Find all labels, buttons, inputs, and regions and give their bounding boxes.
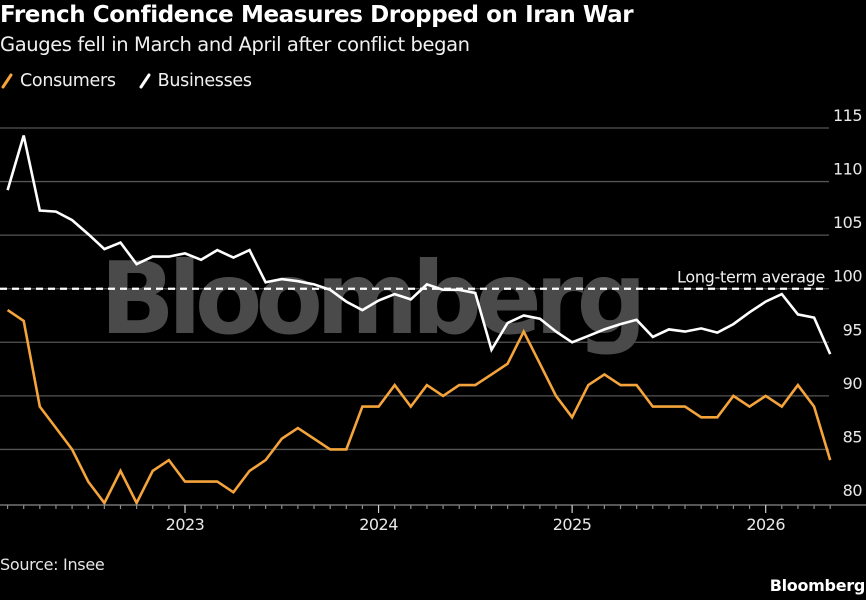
bloomberg-logo: Bloomberg xyxy=(769,576,866,595)
legend-swatch-businesses-icon xyxy=(139,73,151,89)
x-tick-label-2026: 2026 xyxy=(746,515,785,534)
swatch-line-consumers xyxy=(1,73,13,89)
series xyxy=(6,135,832,506)
legend-label-consumers: Consumers xyxy=(20,71,116,91)
legend-item-consumers: Consumers xyxy=(0,71,116,91)
y-tick-label-80: 80 xyxy=(843,481,863,500)
y-tick-label-85: 85 xyxy=(843,427,862,446)
x-tick-label-2024: 2024 xyxy=(359,515,398,534)
x-tick-label-2023: 2023 xyxy=(166,515,205,534)
y-tick-label-110: 110 xyxy=(833,160,862,179)
chart-title: French Confidence Measures Dropped on Ir… xyxy=(0,2,634,28)
chart-subtitle: Gauges fell in March and April after con… xyxy=(0,33,470,56)
legend-swatch-consumers-icon xyxy=(1,73,13,89)
long-term-average-label: Long-term average xyxy=(677,268,825,287)
source-note: Source: Insee xyxy=(0,555,105,574)
y-tick-label-105: 105 xyxy=(833,213,862,232)
series-line-businesses xyxy=(6,135,832,355)
series-line-consumers xyxy=(6,309,832,506)
x-axis: 2023 2024 2025 2026 xyxy=(0,504,866,534)
legend: Consumers Businesses xyxy=(0,71,274,91)
reference-line-group: Long-term average xyxy=(0,268,827,290)
legend-label-businesses: Businesses xyxy=(157,71,252,91)
legend-item-businesses: Businesses xyxy=(138,71,252,91)
y-tick-label-95: 95 xyxy=(843,320,862,339)
y-tick-label-90: 90 xyxy=(843,374,863,393)
y-tick-label-100: 100 xyxy=(833,267,862,286)
y-axis: 80 85 90 95 100 105 110 115 xyxy=(833,106,863,500)
x-tick-label-2025: 2025 xyxy=(553,515,592,534)
y-tick-label-115: 115 xyxy=(833,106,862,125)
swatch-line-businesses xyxy=(139,73,151,89)
watermark: Bloomberg xyxy=(100,240,640,357)
